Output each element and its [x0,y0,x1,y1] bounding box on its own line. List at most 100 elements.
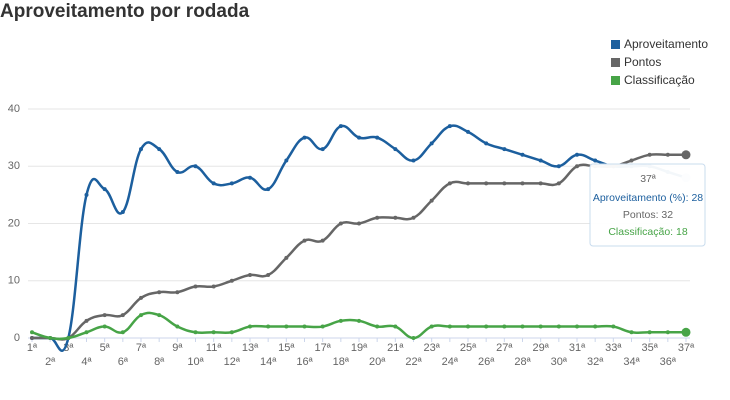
data-point [665,330,670,335]
data-point [302,238,307,243]
x-tick-label: 26ª [478,356,495,368]
data-point [466,129,470,134]
data-point [411,158,416,163]
x-tick-label: 32ª [587,356,604,368]
y-tick-label: 20 [8,217,20,229]
data-point [502,147,507,152]
data-point [120,210,125,215]
data-point [647,330,652,335]
data-point [665,152,670,157]
tooltip-line: Classificação: 18 [608,226,688,238]
data-point [393,324,398,329]
data-point [211,330,216,335]
data-point [338,318,343,323]
x-tick-label: 8ª [154,356,165,368]
data-point [629,330,634,335]
data-point [157,290,162,295]
tooltip: 37ª Aproveitamento (%): 28 Pontos: 32 Class… [589,163,706,247]
data-point [447,124,452,129]
x-tick-label: 18ª [333,356,350,368]
tooltip-line: Aproveitamento (%): 28 [593,192,703,204]
data-point [520,152,525,157]
data-point [556,164,561,169]
data-point [284,324,289,329]
data-point [30,330,34,335]
data-point [447,324,452,329]
data-point [102,324,107,329]
x-tick-label: 1ª [27,342,38,354]
data-point [175,169,180,174]
data-point [120,330,125,335]
x-tick-label: 21ª [387,342,404,354]
data-point [681,150,691,160]
data-point [575,152,579,157]
data-point [248,273,252,278]
data-point [357,318,361,323]
data-point [447,181,452,186]
data-point [538,158,543,163]
x-tick-label: 2ª [45,356,56,368]
data-point [157,313,162,318]
tooltip-box [589,163,706,247]
legend-label: Aproveitamento [624,37,708,51]
tooltip-line: Pontos: 32 [623,209,673,221]
legend-swatch [611,40,620,49]
data-point [193,330,198,335]
legend-label: Classificação [624,73,695,87]
data-point [48,336,53,340]
data-point [320,238,325,243]
data-point [193,164,198,169]
data-point [102,313,107,318]
x-tick-label: 30ª [551,356,568,368]
series-line [31,153,686,341]
x-tick-label: 27ª [496,342,513,354]
x-tick-label: 25ª [460,342,477,354]
data-point [30,336,34,340]
data-point [229,181,234,186]
data-point [175,324,180,329]
x-tick-label: 23ª [424,342,441,354]
data-point [229,278,234,283]
data-point [411,215,416,220]
data-point [320,324,325,329]
x-tick-label: 6ª [118,356,129,368]
x-tick-label: 34ª [623,356,640,368]
data-point [266,273,271,278]
data-point [411,336,416,340]
data-point [681,327,691,337]
data-point [575,324,579,329]
x-tick-label: 33ª [605,342,622,354]
x-tick-label: 24ª [442,356,459,368]
x-tick-label: 16ª [296,356,313,368]
y-tick-label: 10 [8,275,20,287]
data-point [484,181,489,186]
data-point [520,181,525,186]
x-tick-label: 29ª [533,342,550,354]
data-point [556,324,561,329]
x-tick-label: 22ª [405,356,422,368]
x-tick-label: 11ª [206,342,222,354]
data-point [393,147,398,152]
chart-title: Aproveitamento por rodada [0,1,250,22]
x-tick-label: 13ª [242,342,259,354]
data-point [84,192,89,197]
data-point [66,336,71,340]
data-point [556,181,561,186]
data-point [502,324,507,329]
data-point [211,284,216,289]
x-tick-label: 31ª [569,342,586,354]
x-tick-label: 14ª [260,356,277,368]
data-point [647,152,652,157]
data-point [375,135,380,140]
data-point [102,187,107,192]
data-point [357,221,361,226]
legend-swatch [611,58,620,67]
data-point [357,135,361,140]
x-tick-label: 7ª [136,342,147,354]
data-point [248,175,252,180]
x-tick-label: 20ª [369,356,386,368]
y-tick-label: 40 [8,103,20,115]
data-point [429,198,434,203]
x-tick-label: 28ª [514,356,531,368]
